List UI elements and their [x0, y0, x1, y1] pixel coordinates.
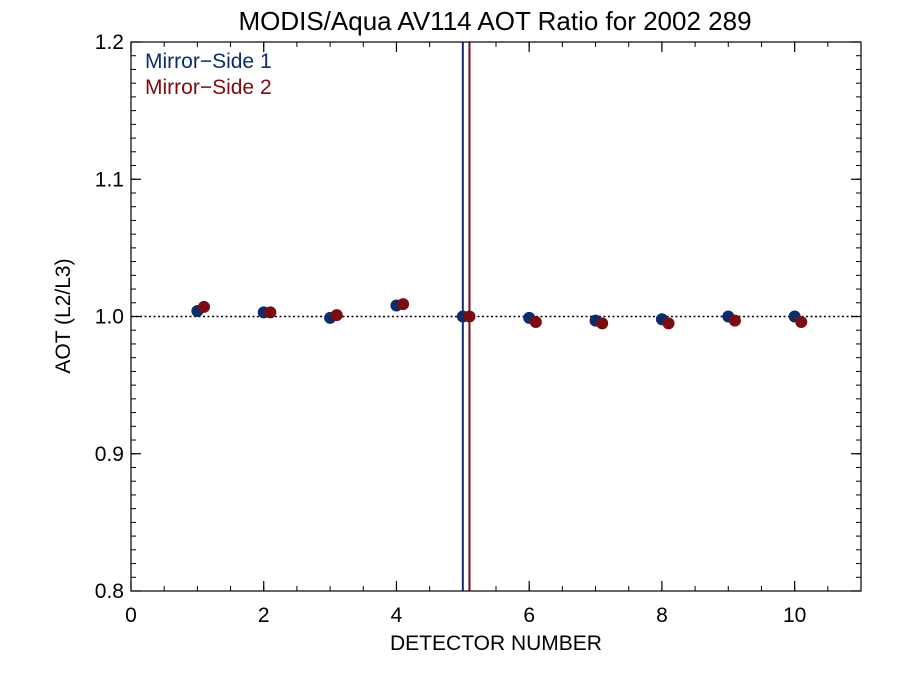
legend-entry: Mirror−Side 2	[145, 76, 272, 99]
series-2-point	[728, 314, 741, 327]
y-tick-label: 0.8	[95, 580, 124, 603]
series-2-point	[198, 300, 210, 313]
series-2-point	[397, 298, 410, 311]
x-tick-label: 4	[391, 604, 403, 627]
series-2-point	[264, 306, 277, 319]
x-axis-label: DETECTOR NUMBER	[390, 632, 602, 655]
series-2-point	[330, 309, 343, 322]
series-2-point	[596, 317, 609, 330]
x-tick-label: 10	[783, 604, 806, 627]
series-2-point	[463, 310, 476, 323]
y-axis-label: AOT (L2/L3)	[52, 258, 75, 373]
x-tick-label: 6	[523, 604, 535, 627]
minor-ticks	[130, 41, 862, 592]
plot-frame	[130, 41, 862, 592]
x-tick-label: 8	[656, 604, 668, 627]
legend: Mirror−Side 1 Mirror−Side 2	[145, 50, 272, 99]
y-tick-label: 1.1	[95, 168, 124, 191]
series-2-point	[662, 317, 675, 330]
data-points	[191, 298, 808, 330]
x-tick-label: 0	[125, 604, 137, 627]
legend-entry: Mirror−Side 1	[145, 50, 272, 73]
series-2-point	[529, 315, 542, 328]
y-tick-label: 1.2	[95, 31, 124, 54]
series-2-point	[795, 315, 808, 328]
y-tick-labels: 0.8 0.9 1.0 1.1 1.2	[95, 31, 124, 603]
y-tick-label: 0.9	[95, 443, 124, 466]
x-tick-labels: 0 2 4 6 8 10	[125, 604, 806, 627]
y-tick-label: 1.0	[95, 306, 124, 329]
x-tick-label: 2	[258, 604, 270, 627]
chart-title: MODIS/Aqua AV114 AOT Ratio for 2002 289	[238, 6, 751, 36]
